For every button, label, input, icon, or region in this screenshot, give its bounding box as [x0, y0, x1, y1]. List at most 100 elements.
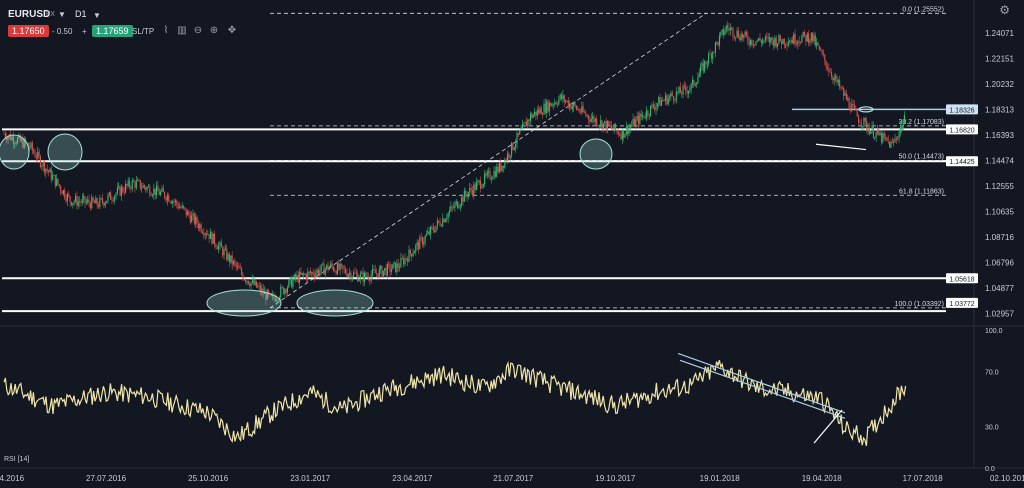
candle-body [716, 41, 718, 43]
candle-body [326, 264, 328, 269]
candle-body [161, 188, 163, 192]
candle-body [764, 36, 766, 41]
y-tick-label: 1.14474 [985, 157, 1014, 166]
candle-body [678, 86, 680, 93]
candle-body [203, 232, 205, 236]
candle-body [856, 110, 858, 117]
candle-body [733, 36, 735, 38]
candle-body [718, 35, 721, 46]
candle-body [720, 32, 722, 36]
candle-body [551, 104, 553, 107]
candle-body [153, 188, 155, 196]
candle-body [154, 188, 156, 196]
candle-body [38, 151, 40, 157]
candle-body [420, 237, 422, 239]
candle-body [239, 268, 241, 270]
candle-body [752, 44, 754, 46]
candle-body [756, 40, 758, 42]
candle-body [826, 67, 829, 69]
candle-body [866, 120, 868, 130]
candle-body [396, 263, 398, 272]
candle-body [149, 186, 151, 196]
candle-body [895, 138, 897, 140]
candle-body [675, 91, 677, 101]
candle-body [272, 294, 274, 296]
candle-body [189, 215, 191, 223]
candle-body [62, 190, 64, 195]
symbol-dropdown-icon[interactable]: ▼ [58, 10, 66, 19]
timeframe-label[interactable]: D1 [75, 9, 87, 19]
candle-body [902, 123, 904, 130]
candle-body [706, 63, 708, 65]
candle-body [41, 166, 43, 167]
bar-chart-icon[interactable]: ▥ [177, 25, 187, 36]
candle-body [809, 40, 811, 43]
candle-body [320, 264, 322, 271]
candle-body [571, 106, 573, 109]
candle-body [129, 180, 131, 188]
candle-body [442, 218, 444, 227]
candle-body [648, 115, 650, 117]
candle-body [525, 121, 527, 127]
zoom-in-icon[interactable]: ⊕ [209, 25, 219, 36]
candle-body [84, 196, 86, 203]
candle-body [49, 168, 51, 173]
candle-body [127, 180, 129, 186]
candle-body [335, 270, 337, 275]
candle-body [725, 25, 727, 32]
candle-body [286, 287, 289, 293]
settings-gear-icon[interactable]: ⚙ [999, 3, 1010, 17]
y-tick-label: 1.24071 [985, 29, 1014, 38]
candle-body [485, 173, 487, 176]
bid-price-button[interactable]: 1.17650 [8, 25, 49, 37]
candle-body [351, 276, 353, 280]
candle-body [760, 40, 762, 44]
price-label-text: 1.14425 [949, 159, 974, 166]
x-tick-label: 02.10.2018 [990, 474, 1024, 483]
candle-body [145, 187, 147, 190]
candle-body [459, 204, 461, 208]
symbol-label[interactable]: EURUSD [8, 9, 51, 20]
candle-body [430, 226, 432, 235]
candle-body [232, 260, 235, 265]
candle-body [201, 231, 203, 233]
candle-body [740, 34, 742, 41]
candle-body [741, 34, 743, 39]
candle-body [246, 280, 248, 282]
candle-body [891, 141, 893, 143]
candle-body [670, 93, 672, 97]
line-chart-icon[interactable]: ⌇ [163, 25, 169, 36]
crosshair-icon[interactable]: ✥ [227, 25, 237, 36]
candle-body [727, 25, 729, 28]
candle-body [868, 127, 870, 134]
candle-body [273, 294, 275, 299]
candle-body [48, 170, 50, 173]
y-tick-label: 1.22151 [985, 55, 1014, 64]
sl-tp-button[interactable]: SL/TP [132, 27, 155, 36]
candle-body [366, 276, 368, 278]
fib-level-label: 61.8 (1.11863) [899, 188, 944, 195]
candle-body [517, 133, 519, 135]
candle-body [177, 204, 179, 209]
candle-body [318, 269, 320, 275]
candle-body [535, 111, 537, 116]
candle-body [874, 137, 876, 139]
pattern-ellipse [206, 289, 282, 317]
candle-body [616, 129, 618, 132]
candle-body [542, 114, 544, 116]
candle-body [268, 290, 270, 294]
ask-price-button[interactable]: 1.17659 [92, 25, 133, 37]
candle-body [204, 233, 206, 236]
candle-body [19, 134, 21, 141]
zoom-out-icon[interactable]: ⊖ [193, 25, 203, 36]
timeframe-dropdown-icon[interactable]: ▼ [93, 11, 101, 20]
candle-body [21, 138, 23, 141]
candle-body [799, 42, 802, 44]
candle-body [573, 103, 575, 107]
candle-body [754, 44, 756, 46]
candle-body [820, 49, 822, 51]
candle-body [837, 80, 839, 83]
candle-body [527, 119, 529, 127]
candle-body [274, 298, 276, 302]
candle-body [762, 40, 764, 44]
